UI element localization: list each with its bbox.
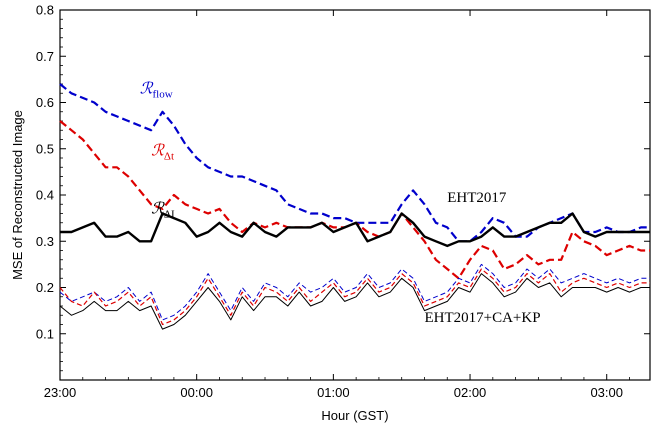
x-tick-label: 00:00 <box>180 385 213 400</box>
annotation-r_dt: ℛΔt <box>151 143 174 163</box>
x-axis-label: Hour (GST) <box>321 408 388 423</box>
x-tick-label: 02:00 <box>454 385 487 400</box>
y-tick-label: 0.6 <box>36 95 54 110</box>
annotation-subscript: ΔI <box>164 209 175 221</box>
annotation-symbol: ℛ <box>151 143 165 160</box>
series-line-flow_kp <box>59 263 650 321</box>
y-tick-label: 0.3 <box>36 234 54 249</box>
y-tick-label: 0.4 <box>36 188 54 203</box>
plot-frame <box>59 9 651 381</box>
y-tick-label: 0.8 <box>36 3 54 18</box>
series-line-di_kp <box>59 273 650 330</box>
y-tick-label: 0.2 <box>36 280 54 295</box>
series-line-di_eht <box>60 212 650 248</box>
y-axis-label: MSE of Reconstructed Image <box>10 110 25 280</box>
annotation-eht2017_kp: EHT2017+CA+KP <box>424 310 540 326</box>
series-line-dt_kp <box>59 268 650 326</box>
series-line-flow_eht <box>59 83 650 243</box>
series-line-dt_eht <box>59 120 650 280</box>
annotation-subscript: flow <box>152 88 172 100</box>
annotation-symbol: ℛ <box>140 80 154 97</box>
x-tick-label: 01:00 <box>317 385 350 400</box>
y-tick-label: 0.1 <box>36 326 54 341</box>
x-tick-label: 03:00 <box>590 385 623 400</box>
y-tick-label: 0.7 <box>36 49 54 64</box>
annotation-symbol: ℛ <box>151 201 165 218</box>
annotation-subscript: Δt <box>164 151 174 163</box>
axis-ticks: 23:00 00:00 01:00 02:00 03:00 0.1 0.2 0.3 0.4 0.5… <box>36 3 650 400</box>
annotation-r_di: ℛΔI <box>151 201 175 221</box>
y-tick-label: 0.5 <box>36 141 54 156</box>
annotation-eht2017: EHT2017 <box>447 190 507 206</box>
x-tick-label: 23:00 <box>44 385 77 400</box>
annotation-r_flow: ℛflow <box>140 80 173 100</box>
series-lines <box>59 83 650 330</box>
